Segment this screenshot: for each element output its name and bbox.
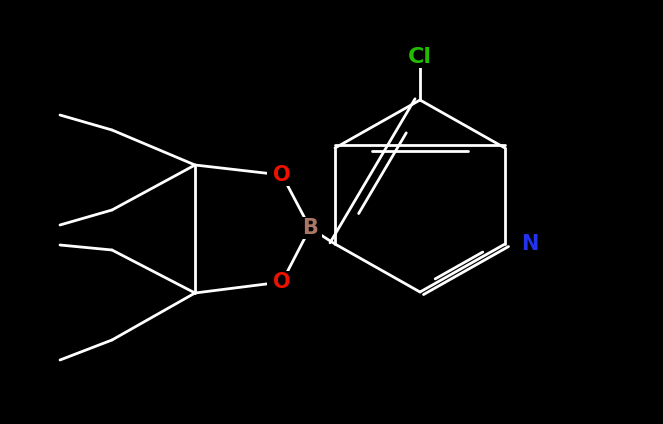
FancyBboxPatch shape [267, 271, 296, 293]
FancyBboxPatch shape [517, 233, 544, 254]
FancyBboxPatch shape [298, 218, 322, 239]
Text: N: N [522, 234, 539, 254]
Text: O: O [273, 165, 291, 185]
Text: O: O [273, 272, 291, 292]
Text: Cl: Cl [408, 47, 432, 67]
Text: B: B [302, 218, 318, 238]
FancyBboxPatch shape [394, 46, 445, 67]
FancyBboxPatch shape [267, 165, 296, 186]
